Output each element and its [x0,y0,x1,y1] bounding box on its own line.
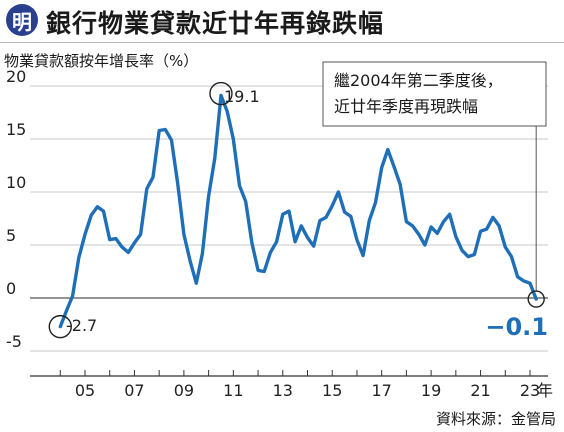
callout-box [322,61,547,127]
y-tick-label: 15 [6,120,26,139]
x-tick-label: 15 [322,381,342,400]
y-tick-label: -5 [6,332,22,351]
y-tick-label: 0 [6,279,16,298]
y-axis-label: 物業貸款額按年增長率（%） [4,52,199,70]
annotation-label-peak: 19.1 [224,87,260,106]
x-tick-label: 23 [520,381,540,400]
callout-text: 近廿年季度再現跌幅 [334,97,478,116]
y-tick-label: 20 [6,67,26,86]
header: 明 銀行物業貸款近廿年再錄跌幅 [0,0,564,40]
annotation-circle-latest [527,290,545,308]
x-tick-label: 21 [470,381,490,400]
callout-text: 繼2004年第二季度後， [334,71,503,90]
x-tick-label: 07 [124,381,144,400]
annotation-label-latest: −0.1 [485,313,548,341]
x-tick-label: 19 [421,381,441,400]
x-tick-label: 13 [273,381,293,400]
title-divider [0,42,564,43]
source-note: 資料來源：金管局 [435,410,556,428]
chart-title: 銀行物業貸款近廿年再錄跌幅 [46,9,385,38]
newspaper-logo-icon: 明 [6,4,38,36]
y-tick-label: 10 [6,173,26,192]
x-unit-label: 年 [537,381,553,400]
x-tick-label: 11 [223,381,243,400]
annotation-circle-min [48,314,72,339]
annotation-label-min: -2.7 [66,316,97,335]
annotation-circle-peak [209,81,233,106]
series-line [58,93,538,329]
x-tick-label: 09 [174,381,194,400]
y-tick-label: 5 [6,226,16,245]
x-tick-label: 05 [75,381,95,400]
x-tick-label: 17 [371,381,391,400]
